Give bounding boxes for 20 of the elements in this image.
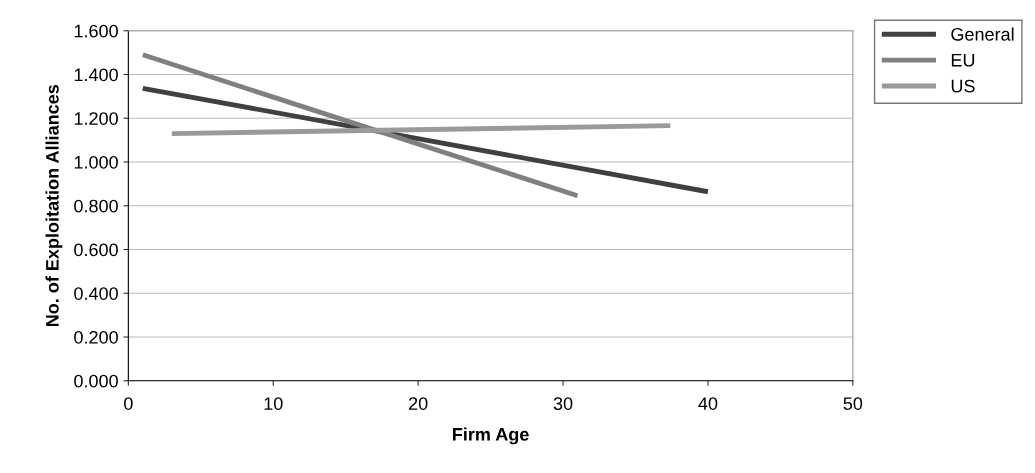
- y-tick-label: 0.000: [74, 374, 118, 388]
- x-tick-label: 0: [124, 397, 133, 410]
- y-tick-label: 0.400: [74, 287, 118, 300]
- y-tick-label: 1.600: [74, 24, 118, 38]
- y-tick-label: 1.200: [74, 112, 118, 125]
- y-tick-label: 0.800: [74, 199, 118, 213]
- y-tick-label: 1.000: [74, 155, 118, 169]
- legend-label: EU: [951, 53, 975, 67]
- y-tick-label: 0.200: [74, 330, 118, 344]
- x-tick-label: 20: [409, 397, 428, 410]
- y-tick-label: 1.400: [74, 68, 118, 82]
- y-axis-title: No. of Exploitation Alliances: [45, 84, 63, 327]
- x-tick-label: 30: [553, 397, 573, 410]
- x-tick-label: 50: [843, 397, 863, 410]
- x-axis-title: Firm Age: [453, 427, 529, 445]
- legend-label: General: [951, 27, 1014, 41]
- x-tick-label: 40: [698, 397, 718, 410]
- legend-label: US: [951, 79, 975, 93]
- y-tick-label: 0.600: [74, 243, 118, 257]
- x-tick-label: 10: [264, 397, 283, 410]
